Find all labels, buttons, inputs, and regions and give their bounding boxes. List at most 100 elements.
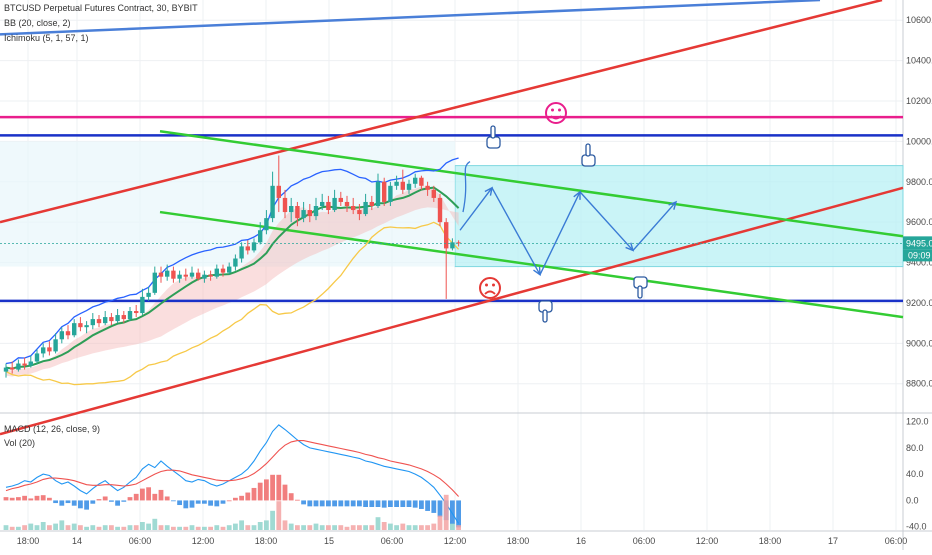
target-zone [454, 165, 904, 268]
macd-legend[interactable]: MACD (12, 26, close, 9) [4, 424, 101, 434]
macd-histogram-bar [239, 495, 244, 501]
hand-point-up-icon [581, 143, 596, 167]
last-price-badge [903, 236, 932, 250]
time-tick-label: 18:00 [759, 536, 782, 546]
macd-histogram-bar [288, 493, 294, 501]
volume-bar [326, 525, 331, 530]
time-tick-label: 18:00 [255, 536, 278, 546]
macd-histogram-bar [22, 495, 27, 501]
candle-body [127, 311, 133, 320]
volume-bar [90, 525, 96, 530]
macd-histogram-bar [344, 500, 350, 507]
macd-histogram-bar [251, 487, 257, 501]
volume-bar [171, 526, 176, 530]
candle-body [375, 181, 381, 206]
volume-bar [381, 522, 387, 530]
price-tick-label: 9000.0 [906, 338, 932, 348]
price-tick-label: 10200.0 [906, 96, 932, 106]
vol-legend[interactable]: Vol (20) [4, 438, 36, 448]
macd-histogram-bar [425, 500, 430, 511]
volume-bar [102, 525, 108, 530]
macd-histogram-bar [381, 500, 387, 508]
volume-bar [363, 525, 368, 530]
price-tick-label: 10400.0 [906, 56, 932, 66]
macd-histogram-bar [171, 500, 176, 502]
candle-body [258, 230, 263, 243]
hand-palm-icon [581, 154, 596, 167]
macd-histogram-bar [96, 499, 102, 501]
macd-histogram-bar [276, 474, 282, 501]
candle-body [320, 201, 325, 206]
volume-bar [195, 526, 201, 530]
candle-body [295, 206, 300, 219]
hand-palm-icon [486, 136, 501, 149]
volume-bar [40, 522, 46, 530]
candle-body [146, 292, 151, 297]
candle-body [16, 363, 21, 370]
time-tick-label: 12:00 [696, 536, 719, 546]
macd-histogram-bar [245, 492, 251, 501]
ichimoku-cloud [6, 186, 459, 377]
candle-body [394, 181, 399, 186]
candle-body [28, 361, 33, 366]
macd-histogram-bar [3, 497, 9, 501]
macd-tick-label: 0.0 [906, 495, 919, 505]
macd-histogram-bar [59, 500, 65, 506]
symbol-legend[interactable]: BTCUSD Perpetual Futures Contract, 30, B… [4, 3, 198, 13]
time-tick-label: 14 [72, 536, 82, 546]
last-price-label: 9495.0 [906, 238, 932, 248]
time-tick-label: 06:00 [381, 536, 404, 546]
macd-histogram-bar [450, 500, 455, 525]
macd-histogram-bar [140, 488, 145, 501]
macd-histogram-bar [133, 493, 139, 501]
volume-bar [202, 526, 207, 530]
candle-body [220, 268, 226, 273]
volume-bar [400, 523, 406, 530]
volume-bar [158, 525, 164, 530]
macd-histogram-bar [332, 500, 337, 507]
macd-histogram-bar [456, 500, 461, 528]
volume-bar [71, 523, 77, 530]
macd-histogram-bar [264, 479, 269, 501]
face-eye [485, 283, 488, 287]
volume-bar [375, 517, 381, 530]
candle-body [96, 319, 102, 324]
volume-bar [208, 526, 213, 530]
macd-histogram-bar [40, 495, 46, 501]
projection-arrow [459, 187, 493, 231]
macd-histogram-bar [158, 489, 164, 501]
macd-histogram-bar [121, 500, 127, 502]
bb-legend[interactable]: BB (20, close, 2) [4, 18, 71, 28]
macd-tick-label: 120.0 [906, 417, 929, 427]
candle-body [78, 323, 83, 328]
candle-body [251, 242, 257, 251]
candle-body [227, 266, 232, 273]
candle-body [388, 185, 393, 202]
face-outline [479, 277, 501, 299]
face-eye [558, 108, 561, 112]
volume-bar [388, 523, 393, 530]
macd-histogram-bar [388, 500, 393, 507]
green-channel-lower [159, 210, 904, 319]
happy-face-icon [545, 102, 567, 124]
macd-histogram-bar [326, 500, 331, 507]
time-tick-label: 16 [576, 536, 586, 546]
macd-histogram-bar [406, 500, 412, 507]
price-tick-label: 9400.0 [906, 258, 932, 268]
volume-bar [226, 525, 232, 530]
macd-histogram-bar [109, 500, 114, 502]
projection-arrow [539, 191, 581, 275]
hand-finger-icon [490, 125, 496, 139]
candle-body [41, 347, 46, 354]
volume-bar [214, 525, 220, 530]
curve-stroke [462, 161, 471, 213]
time-tick-label: 18:00 [507, 536, 530, 546]
candle-body [53, 339, 58, 352]
candle-body [338, 197, 343, 202]
candle-body [183, 274, 188, 277]
candle-body [313, 206, 319, 217]
candle-body [90, 319, 95, 326]
volume-bar [450, 523, 455, 530]
volume-bar [443, 494, 449, 530]
ichimoku-legend[interactable]: Ichimoku (5, 1, 57, 1) [4, 33, 89, 43]
